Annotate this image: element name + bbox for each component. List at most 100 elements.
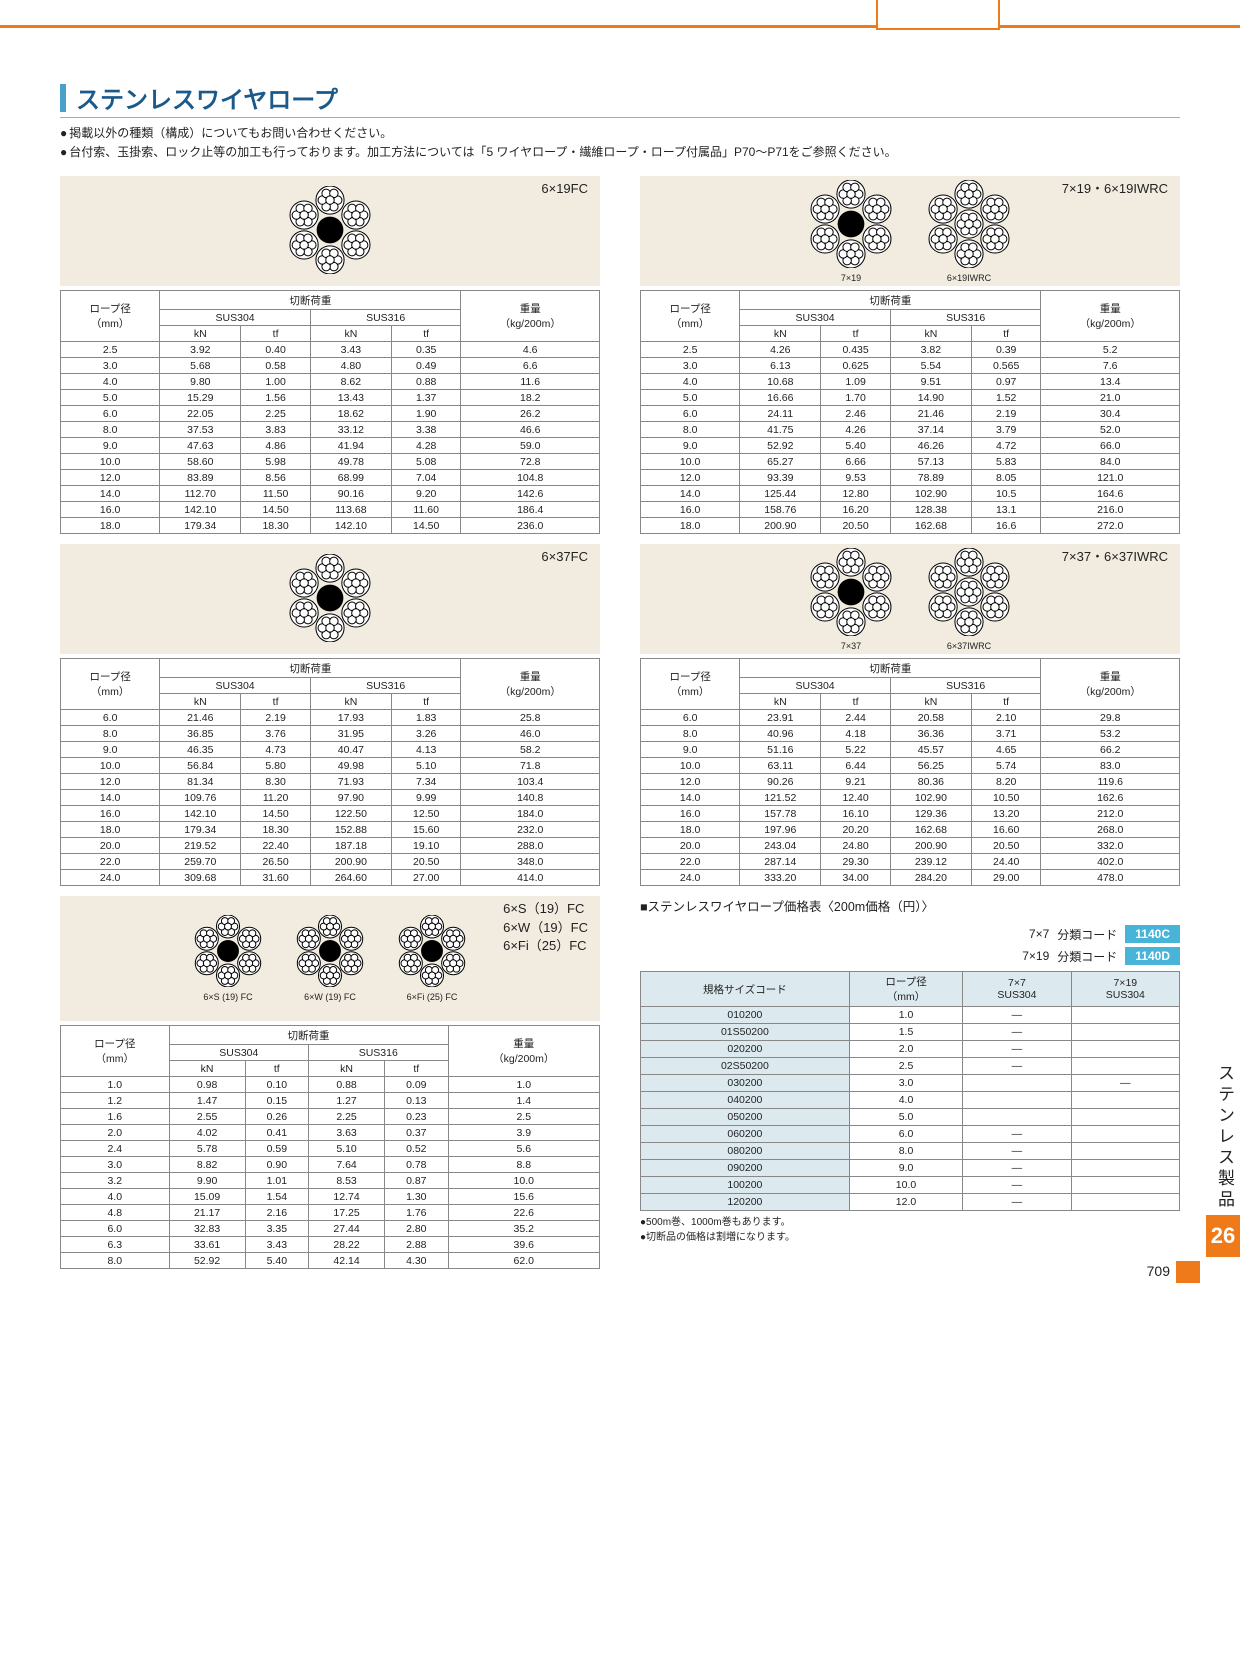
table-cell: 0.40 (241, 342, 311, 358)
price-cell (1071, 1041, 1179, 1058)
code-type: 7×19 (1022, 949, 1049, 963)
table-row: 6.032.833.3527.442.8035.2 (61, 1221, 600, 1237)
price-cell: 1.0 (849, 1007, 962, 1024)
table-cell: 309.68 (160, 870, 241, 886)
table-cell: 200.90 (740, 518, 821, 534)
table-row: 16.0142.1014.50122.5012.50184.0 (61, 806, 600, 822)
spec-table: ロープ径 （mm） 切断荷重 重量 （kg/200m） SUS304SUS316… (60, 1025, 600, 1269)
table-cell: 103.4 (461, 774, 600, 790)
table-row: 6.022.052.2518.621.9026.2 (61, 406, 600, 422)
table-cell: 8.8 (448, 1157, 600, 1173)
table-cell: 268.0 (1041, 822, 1180, 838)
table-cell: 3.63 (309, 1125, 385, 1141)
table-cell: 65.27 (740, 454, 821, 470)
table-cell: 71.8 (461, 758, 600, 774)
table-cell: 5.0 (61, 390, 160, 406)
table-row: 6.333.613.4328.222.8839.6 (61, 1237, 600, 1253)
title-underline (60, 117, 1180, 118)
table-cell: 7.04 (391, 470, 461, 486)
table-cell: 0.78 (385, 1157, 448, 1173)
table-cell: 31.60 (241, 870, 311, 886)
price-table: 規格サイズコードロープ径 （mm）7×7 SUS3047×19 SUS30401… (640, 971, 1180, 1211)
price-cell (1071, 1177, 1179, 1194)
title-accent (60, 84, 66, 112)
table-cell: 68.99 (310, 470, 391, 486)
table-cell: 20.50 (821, 518, 891, 534)
table-cell: 1.00 (241, 374, 311, 390)
table-row: 3.06.130.6255.540.5657.6 (641, 358, 1180, 374)
price-cell (963, 1092, 1071, 1109)
table-cell: 3.71 (971, 726, 1041, 742)
table-cell: 6.0 (641, 710, 740, 726)
table-cell: 9.0 (61, 742, 160, 758)
table-cell: 212.0 (1041, 806, 1180, 822)
table-cell: 125.44 (740, 486, 821, 502)
table-cell: 78.89 (890, 470, 971, 486)
table-cell: 236.0 (461, 518, 600, 534)
table-cell: 20.50 (391, 854, 461, 870)
table-cell: 6.0 (641, 406, 740, 422)
table-row: 4.09.801.008.620.8811.6 (61, 374, 600, 390)
table-cell: 0.52 (385, 1141, 448, 1157)
price-cell: 3.0 (849, 1075, 962, 1092)
table-cell: 16.0 (641, 806, 740, 822)
table-row: 9.047.634.8641.944.2859.0 (61, 438, 600, 454)
price-row: 0202002.0— (641, 1041, 1180, 1058)
table-cell: 52.92 (169, 1253, 245, 1269)
table-cell: 4.6 (461, 342, 600, 358)
table-cell: 5.10 (391, 758, 461, 774)
bullet-item: 台付索、玉掛索、ロック止等の加工も行っております。加工方法については「5 ワイヤ… (60, 143, 1180, 162)
table-row: 9.052.925.4046.264.7266.0 (641, 438, 1180, 454)
table-cell: 4.13 (391, 742, 461, 758)
rope-diagram-icon (925, 180, 1013, 268)
table-cell: 152.88 (310, 822, 391, 838)
table-cell: 0.97 (971, 374, 1041, 390)
table-cell: 21.0 (1041, 390, 1180, 406)
table-cell: 9.90 (169, 1173, 245, 1189)
diagram-area: 6×19FC (60, 176, 600, 286)
price-col-header: 7×7 SUS304 (963, 972, 1071, 1007)
table-cell: 34.00 (821, 870, 891, 886)
price-cell (1071, 1109, 1179, 1126)
table-cell: 200.90 (310, 854, 391, 870)
table-row: 20.0219.5222.40187.1819.10288.0 (61, 838, 600, 854)
price-cell: — (963, 1160, 1071, 1177)
table-cell: 0.39 (971, 342, 1041, 358)
price-row: 0502005.0 (641, 1109, 1180, 1126)
table-cell: 14.0 (641, 486, 740, 502)
price-cell: 10.0 (849, 1177, 962, 1194)
table-cell: 33.12 (310, 422, 391, 438)
table-cell: 4.80 (310, 358, 391, 374)
price-cell: 020200 (641, 1041, 850, 1058)
table-cell: 104.8 (461, 470, 600, 486)
table-cell: 14.0 (61, 790, 160, 806)
table-cell: 15.09 (169, 1189, 245, 1205)
table-cell: 24.11 (740, 406, 821, 422)
table-cell: 5.6 (448, 1141, 600, 1157)
table-cell: 46.0 (461, 726, 600, 742)
table-cell: 10.0 (641, 758, 740, 774)
price-cell: 01S50200 (641, 1024, 850, 1041)
table-cell: 9.21 (821, 774, 891, 790)
table-cell: 9.53 (821, 470, 891, 486)
table-cell: 3.26 (391, 726, 461, 742)
table-cell: 12.40 (821, 790, 891, 806)
price-cell: 090200 (641, 1160, 850, 1177)
table-cell: 6.0 (61, 710, 160, 726)
table-cell: 17.93 (310, 710, 391, 726)
diagram-sublabel: 7×19 (807, 273, 895, 283)
table-cell: 2.46 (821, 406, 891, 422)
table-cell: 10.50 (971, 790, 1041, 806)
table-cell: 1.09 (821, 374, 891, 390)
table-cell: 18.62 (310, 406, 391, 422)
price-cell: 4.0 (849, 1092, 962, 1109)
table-cell: 186.4 (461, 502, 600, 518)
table-row: 4.015.091.5412.741.3015.6 (61, 1189, 600, 1205)
table-cell: 2.5 (641, 342, 740, 358)
table-cell: 93.39 (740, 470, 821, 486)
table-cell: 46.6 (461, 422, 600, 438)
table-cell: 62.0 (448, 1253, 600, 1269)
table-cell: 6.13 (740, 358, 821, 374)
side-category: ステンレス製品 (1206, 1060, 1240, 1215)
page-title: ステンレスワイヤロープ (76, 80, 338, 115)
